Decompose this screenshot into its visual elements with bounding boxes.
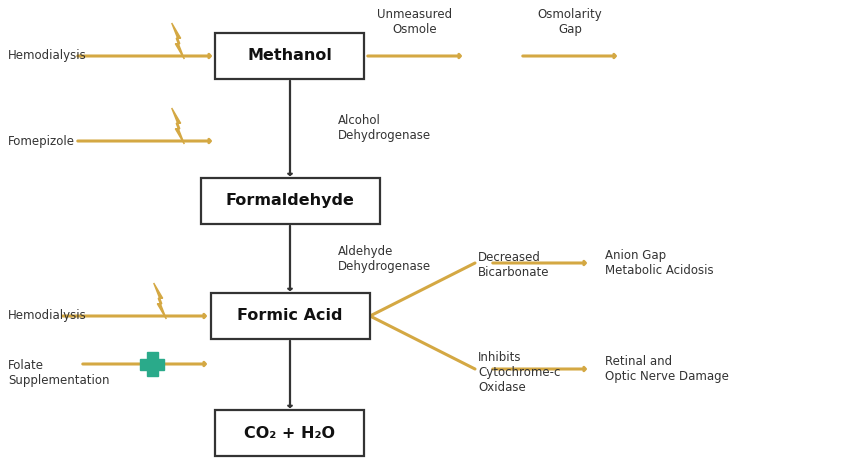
Text: Folate
Supplementation: Folate Supplementation (8, 359, 110, 387)
Text: Retinal and
Optic Nerve Damage: Retinal and Optic Nerve Damage (605, 355, 728, 383)
FancyBboxPatch shape (216, 33, 365, 79)
Text: Hemodialysis: Hemodialysis (8, 49, 87, 63)
Text: Unmeasured
Osmole: Unmeasured Osmole (377, 8, 452, 36)
Text: Decreased
Bicarbonate: Decreased Bicarbonate (478, 251, 549, 279)
Text: Fomepizole: Fomepizole (8, 135, 75, 147)
Text: Formic Acid: Formic Acid (237, 309, 343, 324)
Polygon shape (154, 283, 167, 319)
Text: Inhibits
Cytochrome-c
Oxidase: Inhibits Cytochrome-c Oxidase (478, 351, 560, 394)
Text: Anion Gap
Metabolic Acidosis: Anion Gap Metabolic Acidosis (605, 249, 714, 277)
Text: CO₂ + H₂O: CO₂ + H₂O (245, 425, 336, 440)
FancyBboxPatch shape (140, 358, 164, 370)
Text: Alcohol
Dehydrogenase: Alcohol Dehydrogenase (338, 114, 431, 142)
Text: Methanol: Methanol (247, 49, 332, 64)
FancyBboxPatch shape (211, 293, 370, 339)
Text: Aldehyde
Dehydrogenase: Aldehyde Dehydrogenase (338, 245, 431, 273)
Text: Hemodialysis: Hemodialysis (8, 309, 87, 323)
Polygon shape (172, 108, 184, 144)
Polygon shape (172, 23, 184, 59)
FancyBboxPatch shape (216, 410, 365, 456)
Text: Formaldehyde: Formaldehyde (225, 194, 354, 209)
FancyBboxPatch shape (146, 352, 157, 376)
Text: Osmolarity
Gap: Osmolarity Gap (537, 8, 603, 36)
FancyBboxPatch shape (201, 178, 379, 224)
